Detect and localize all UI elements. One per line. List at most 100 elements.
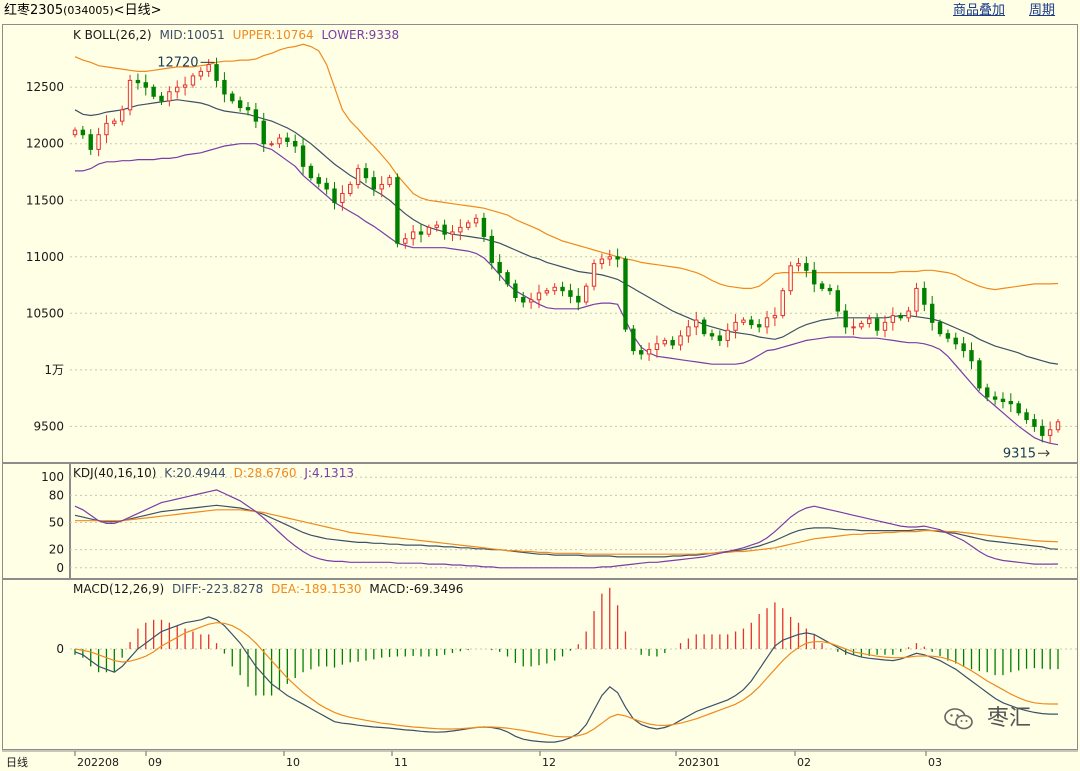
- low-annotation: 9315: [1003, 446, 1036, 461]
- candle: [945, 329, 951, 343]
- candle-body: [489, 235, 494, 263]
- candle-body: [151, 86, 156, 97]
- instrument-title: 红枣2305(034005)<日线>: [4, 4, 161, 18]
- candle: [914, 282, 919, 317]
- candle: [670, 336, 675, 350]
- candle: [591, 259, 597, 291]
- candle: [340, 185, 345, 211]
- candle-body: [733, 321, 738, 331]
- candle: [882, 315, 888, 338]
- main-y-tick-label: 9500: [33, 419, 64, 433]
- period-axis-label: 日线: [6, 755, 28, 769]
- candle-body: [1032, 419, 1037, 427]
- kdj-y-tick-label: 20: [49, 543, 64, 557]
- candle-body: [694, 319, 699, 328]
- candle-body: [796, 263, 801, 267]
- candle: [1040, 419, 1045, 443]
- candle: [906, 306, 911, 323]
- cycle-link[interactable]: 周期: [1029, 3, 1056, 18]
- candle-body: [764, 317, 770, 328]
- candle-body: [340, 192, 345, 204]
- candle-body: [945, 333, 951, 339]
- candle-body: [450, 231, 455, 235]
- overlay-link[interactable]: 商品叠加: [953, 3, 1006, 18]
- candle-body: [646, 348, 652, 355]
- candle: [450, 225, 455, 242]
- candle-body: [316, 177, 321, 184]
- wechat-icon: [944, 707, 974, 731]
- candle: [292, 134, 298, 153]
- candle: [733, 314, 738, 339]
- candle: [804, 256, 809, 278]
- candle-body: [717, 335, 723, 341]
- candle-body: [615, 256, 620, 260]
- candle-body: [261, 120, 266, 145]
- candle-body: [568, 290, 573, 297]
- candle: [709, 329, 715, 341]
- candle: [536, 284, 542, 308]
- candle-body: [670, 339, 675, 346]
- candle-body: [749, 319, 754, 326]
- candle: [583, 283, 589, 305]
- candle: [985, 383, 990, 402]
- x-tick-label: 12: [542, 756, 556, 769]
- candle-body: [1024, 412, 1029, 421]
- candle-body: [631, 328, 636, 352]
- x-tick-label: 202208: [77, 756, 119, 769]
- candle-body: [458, 226, 463, 233]
- candle-body: [300, 145, 306, 167]
- candle-body: [119, 109, 125, 122]
- candle-body: [756, 324, 762, 328]
- candle-body: [513, 283, 518, 298]
- candle-body: [827, 287, 833, 292]
- candle: [686, 319, 691, 343]
- kdj-y-tick-label: 50: [49, 516, 64, 530]
- candle: [528, 292, 534, 309]
- candle: [80, 125, 86, 139]
- candle: [230, 91, 235, 104]
- macd-label: MACD(12,26,9): [73, 582, 165, 596]
- candle-body: [686, 326, 691, 337]
- candle-body: [961, 343, 966, 352]
- macd-hist-value: MACD:-69.3496: [369, 582, 464, 596]
- candle: [151, 84, 156, 100]
- kdj-y-tick-label: 80: [49, 488, 64, 502]
- candle: [1000, 392, 1006, 409]
- candle: [662, 337, 667, 347]
- macd-diff-line: [74, 616, 1058, 743]
- candle-body: [914, 287, 919, 312]
- candle: [890, 307, 896, 331]
- candle: [167, 86, 172, 107]
- candle-body: [992, 396, 998, 400]
- candle-body: [1040, 425, 1045, 436]
- candle: [859, 320, 864, 330]
- candle-body: [536, 292, 542, 301]
- candle-body: [505, 272, 510, 285]
- candle-body: [1055, 421, 1061, 431]
- candle: [725, 323, 730, 348]
- candle-body: [230, 93, 235, 102]
- kdj-line-d: [75, 509, 1059, 555]
- candle: [772, 307, 778, 327]
- candle: [749, 315, 754, 329]
- candle: [355, 164, 361, 189]
- candle: [631, 324, 636, 355]
- candle: [756, 319, 762, 333]
- candle: [308, 163, 314, 181]
- candle: [717, 330, 723, 346]
- candle: [654, 335, 660, 358]
- candle-body: [135, 79, 141, 84]
- candle: [96, 127, 101, 157]
- candle: [112, 118, 117, 127]
- candle-body: [1008, 400, 1014, 405]
- candle: [701, 317, 707, 337]
- candle-body: [410, 231, 416, 240]
- candle: [953, 332, 958, 350]
- candle: [261, 112, 266, 152]
- candle: [143, 74, 148, 96]
- kdj-d-value: D:28.6760: [233, 466, 297, 480]
- candle: [410, 225, 416, 246]
- candle-body: [560, 286, 565, 292]
- candle: [764, 310, 770, 334]
